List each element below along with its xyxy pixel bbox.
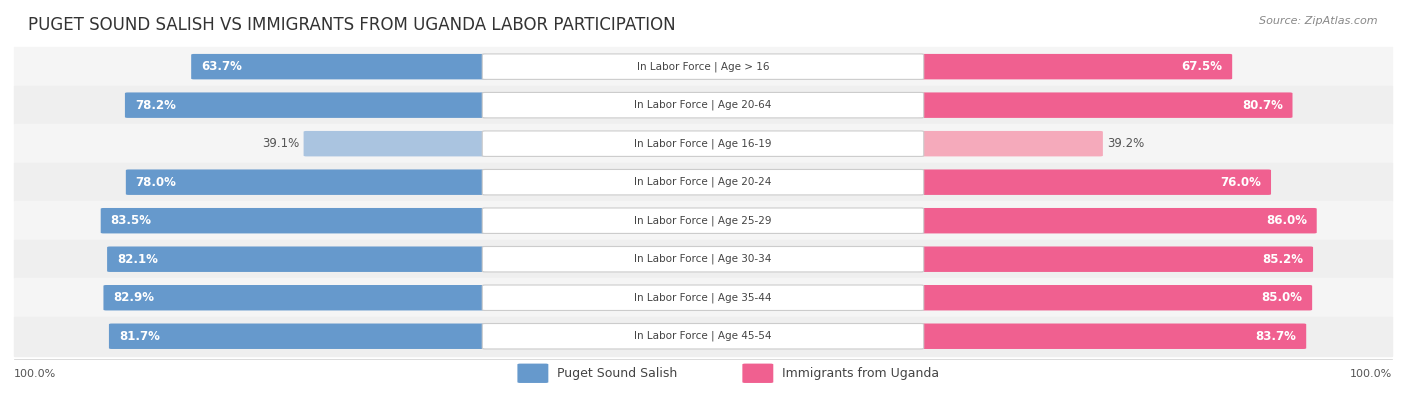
Text: 39.2%: 39.2% — [1107, 137, 1144, 150]
Text: 83.7%: 83.7% — [1256, 330, 1296, 343]
FancyBboxPatch shape — [482, 54, 924, 79]
FancyBboxPatch shape — [517, 363, 548, 383]
FancyBboxPatch shape — [191, 54, 488, 79]
FancyBboxPatch shape — [918, 169, 1271, 195]
Text: 85.2%: 85.2% — [1263, 253, 1303, 266]
Text: 78.0%: 78.0% — [136, 176, 177, 189]
Text: Puget Sound Salish: Puget Sound Salish — [557, 367, 678, 380]
Text: 82.9%: 82.9% — [114, 291, 155, 304]
Text: 76.0%: 76.0% — [1220, 176, 1261, 189]
Bar — [14, 201, 1392, 240]
Bar — [14, 240, 1392, 278]
FancyBboxPatch shape — [918, 324, 1306, 349]
FancyBboxPatch shape — [918, 54, 1232, 79]
Text: In Labor Force | Age 30-34: In Labor Force | Age 30-34 — [634, 254, 772, 265]
FancyBboxPatch shape — [482, 246, 924, 272]
FancyBboxPatch shape — [918, 208, 1316, 233]
Text: 100.0%: 100.0% — [14, 369, 56, 379]
Text: 85.0%: 85.0% — [1261, 291, 1302, 304]
FancyBboxPatch shape — [482, 169, 924, 195]
Text: In Labor Force | Age > 16: In Labor Force | Age > 16 — [637, 61, 769, 72]
Text: In Labor Force | Age 20-24: In Labor Force | Age 20-24 — [634, 177, 772, 188]
FancyBboxPatch shape — [918, 131, 1102, 156]
FancyBboxPatch shape — [125, 92, 488, 118]
Text: 86.0%: 86.0% — [1265, 214, 1306, 227]
Text: 82.1%: 82.1% — [117, 253, 157, 266]
FancyBboxPatch shape — [482, 324, 924, 349]
FancyBboxPatch shape — [101, 208, 488, 233]
FancyBboxPatch shape — [918, 92, 1292, 118]
Bar — [14, 124, 1392, 163]
FancyBboxPatch shape — [482, 208, 924, 233]
FancyBboxPatch shape — [107, 246, 488, 272]
Text: 67.5%: 67.5% — [1181, 60, 1222, 73]
Text: 80.7%: 80.7% — [1241, 99, 1282, 112]
Bar — [14, 163, 1392, 201]
Bar — [14, 317, 1392, 356]
Text: 39.1%: 39.1% — [262, 137, 299, 150]
FancyBboxPatch shape — [482, 92, 924, 118]
Text: 78.2%: 78.2% — [135, 99, 176, 112]
FancyBboxPatch shape — [108, 324, 488, 349]
Text: 100.0%: 100.0% — [1350, 369, 1392, 379]
Text: In Labor Force | Age 20-64: In Labor Force | Age 20-64 — [634, 100, 772, 111]
Text: In Labor Force | Age 45-54: In Labor Force | Age 45-54 — [634, 331, 772, 342]
FancyBboxPatch shape — [482, 131, 924, 156]
Text: 81.7%: 81.7% — [118, 330, 160, 343]
FancyBboxPatch shape — [482, 285, 924, 310]
Text: Source: ZipAtlas.com: Source: ZipAtlas.com — [1260, 16, 1378, 26]
Bar — [14, 278, 1392, 317]
Text: In Labor Force | Age 25-29: In Labor Force | Age 25-29 — [634, 215, 772, 226]
Text: 83.5%: 83.5% — [111, 214, 152, 227]
FancyBboxPatch shape — [127, 169, 488, 195]
FancyBboxPatch shape — [918, 246, 1313, 272]
Text: In Labor Force | Age 16-19: In Labor Force | Age 16-19 — [634, 138, 772, 149]
Text: Immigrants from Uganda: Immigrants from Uganda — [782, 367, 939, 380]
Bar — [14, 47, 1392, 86]
FancyBboxPatch shape — [918, 285, 1312, 310]
Text: PUGET SOUND SALISH VS IMMIGRANTS FROM UGANDA LABOR PARTICIPATION: PUGET SOUND SALISH VS IMMIGRANTS FROM UG… — [28, 16, 676, 34]
Text: 63.7%: 63.7% — [201, 60, 242, 73]
FancyBboxPatch shape — [304, 131, 488, 156]
Bar — [14, 86, 1392, 124]
Text: In Labor Force | Age 35-44: In Labor Force | Age 35-44 — [634, 292, 772, 303]
FancyBboxPatch shape — [742, 363, 773, 383]
FancyBboxPatch shape — [104, 285, 488, 310]
